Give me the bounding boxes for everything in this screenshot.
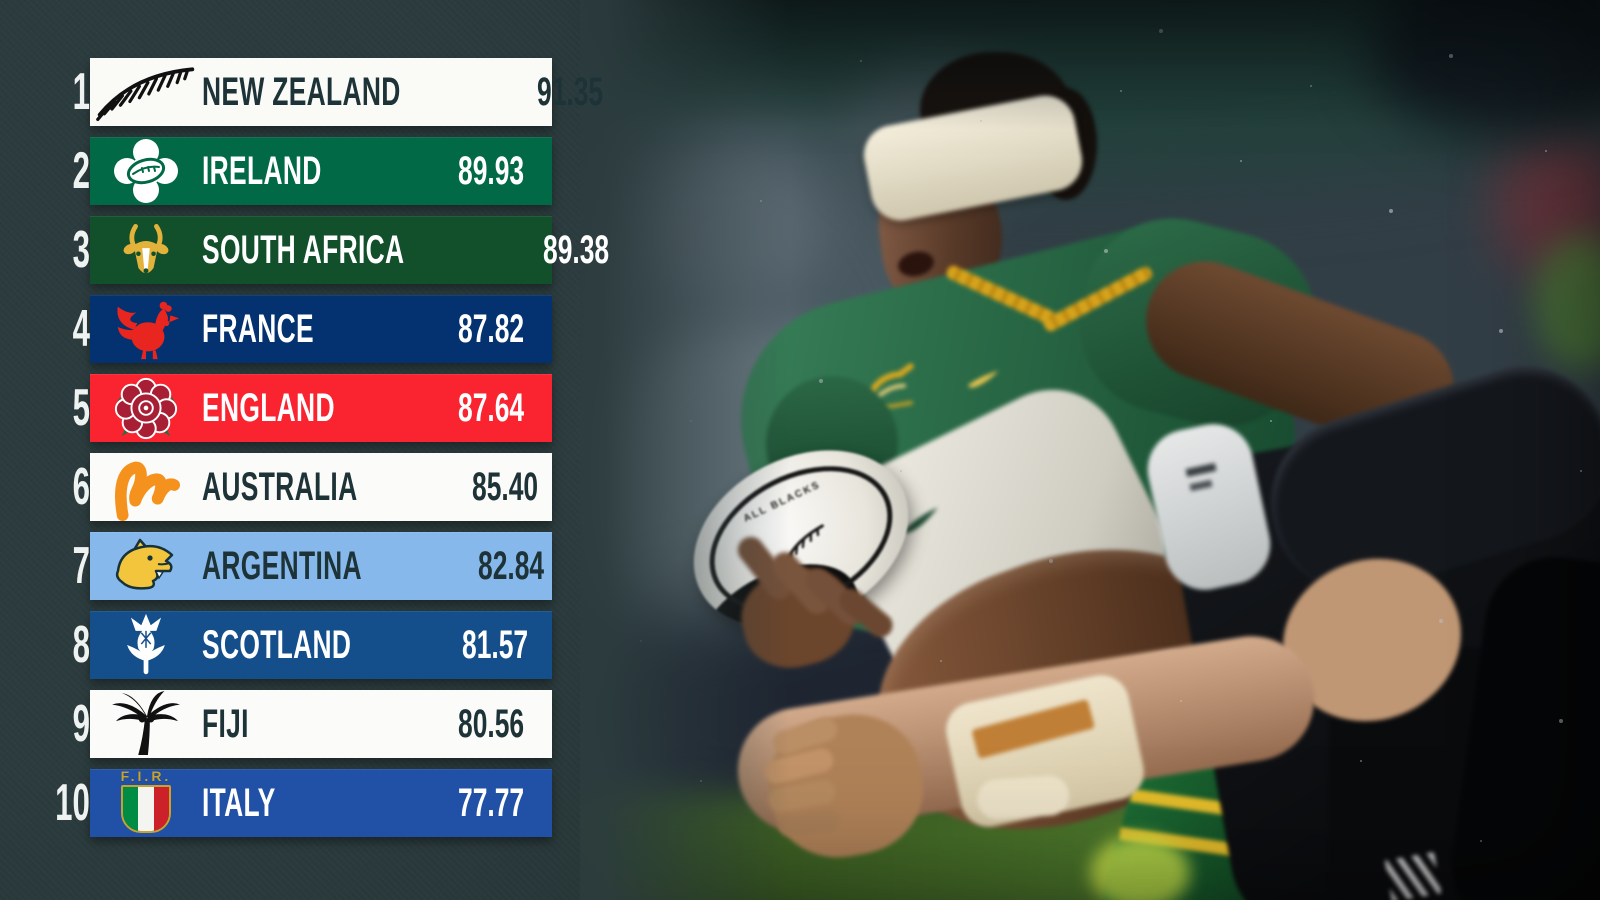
team-name: FRANCE [202, 306, 314, 351]
team-bar: FIJI 80.56 [90, 690, 552, 758]
rank-number: 8 [72, 616, 90, 674]
team-points: 87.82 [457, 306, 524, 351]
team-bar: ARGENTINA 82.84 [90, 532, 552, 600]
team-bar: ENGLAND 87.64 [90, 374, 552, 442]
rank-number: 4 [72, 300, 90, 358]
tricolor-white [138, 787, 154, 831]
team-points: 85.40 [471, 464, 538, 509]
rank-number: 3 [72, 221, 90, 279]
rankings-list: 1 NEW ZEALAND 91.35 2 [54, 58, 609, 837]
team-bar: NEW ZEALAND 91.35 [90, 58, 603, 126]
rank-number: 1 [72, 63, 90, 121]
team-name: NEW ZEALAND [202, 69, 401, 114]
tricolor-red [153, 787, 169, 831]
ranking-row: 3 SOUTH AFRICA 89.38 [54, 216, 609, 284]
team-name: SCOTLAND [202, 622, 352, 667]
thistle-icon [90, 612, 202, 678]
team-points: 87.64 [457, 385, 524, 430]
tricolor-green [122, 787, 139, 831]
ranking-row: 9 [54, 690, 552, 758]
team-bar: IRELAND 89.93 [90, 137, 552, 205]
ranking-row: 1 NEW ZEALAND 91.35 [54, 58, 603, 126]
ranking-row: 5 [54, 374, 552, 442]
puma-icon [90, 537, 202, 595]
team-name: IRELAND [202, 148, 322, 193]
silver-fern-icon [90, 61, 202, 123]
rooster-icon [90, 296, 202, 362]
rank-number: 10 [55, 774, 90, 832]
rank-number: 7 [72, 537, 90, 595]
rank-number: 2 [72, 142, 90, 200]
team-points: 82.84 [478, 543, 545, 588]
rank-number: 6 [72, 458, 90, 516]
team-bar: AUSTRALIA 85.40 [90, 453, 552, 521]
team-name: AUSTRALIA [202, 464, 358, 509]
team-bar: SCOTLAND 81.57 [90, 611, 552, 679]
fir-crest-text: F.I.R. [120, 768, 172, 784]
ranking-row: 8 SCOTLAND 81.57 [54, 611, 552, 679]
rank-number: 9 [72, 695, 90, 753]
team-points: 89.38 [542, 227, 609, 272]
team-bar: SOUTH AFRICA 89.38 [90, 216, 609, 284]
ranking-row: 2 IRELAND 89.93 [54, 137, 552, 205]
shamrock-ball-icon [90, 137, 202, 205]
team-name: ITALY [202, 780, 276, 825]
team-name: ENGLAND [202, 385, 335, 430]
ranking-row: 10 F.I.R. ITALY 77.77 [54, 769, 552, 837]
ranking-row: 6 AUSTRALIA 85.40 [54, 453, 552, 521]
team-points: 81.57 [462, 622, 529, 667]
rank-number: 5 [72, 379, 90, 437]
team-bar: F.I.R. ITALY 77.77 [90, 769, 552, 837]
wallaby-icon [90, 453, 202, 521]
italy-tricolor-shield [120, 785, 171, 833]
springbok-icon [90, 217, 202, 283]
palm-tree-icon [90, 691, 202, 757]
team-name: ARGENTINA [202, 543, 362, 588]
team-points: 91.35 [537, 69, 604, 114]
team-name: SOUTH AFRICA [202, 227, 405, 272]
ranking-row: 4 [54, 295, 552, 363]
team-name: FIJI [202, 701, 249, 746]
team-points: 89.93 [457, 148, 524, 193]
team-points: 80.56 [457, 701, 524, 746]
fir-crest-icon: F.I.R. [90, 769, 202, 833]
ranking-row: 7 ARGENTINA 82.84 [54, 532, 552, 600]
red-rose-icon [90, 374, 202, 442]
team-points: 77.77 [457, 780, 524, 825]
team-bar: FRANCE 87.82 [90, 295, 552, 363]
